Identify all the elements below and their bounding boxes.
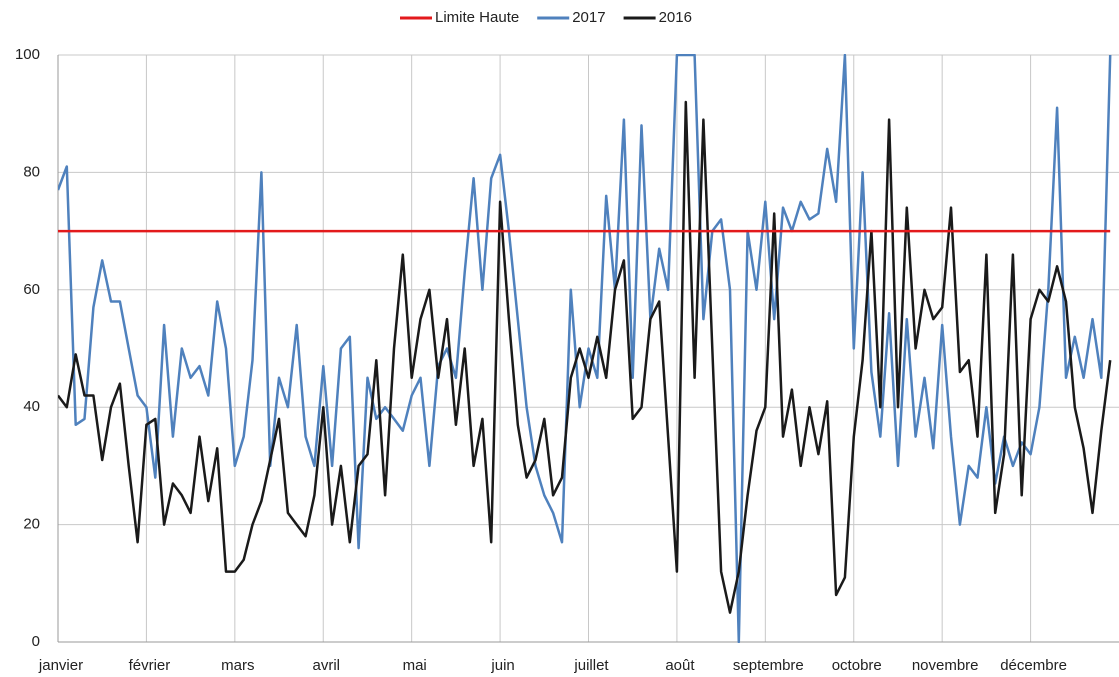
x-tick-label: octobre xyxy=(832,657,882,674)
x-tick-label: février xyxy=(129,657,171,674)
x-tick-label: avril xyxy=(312,657,340,674)
x-tick-label: janvier xyxy=(38,657,83,674)
x-tick-label: juin xyxy=(490,657,514,674)
y-tick-label: 100 xyxy=(15,46,40,63)
plot-area xyxy=(58,54,1112,643)
x-tick-label: juillet xyxy=(573,657,609,674)
y-tick-label: 0 xyxy=(32,633,40,650)
x-tick-label: novembre xyxy=(912,657,979,674)
x-tick-label: décembre xyxy=(1000,657,1067,674)
y-tick-label: 20 xyxy=(23,516,40,533)
x-tick-label: mars xyxy=(221,657,254,674)
legend-label: 2016 xyxy=(659,9,692,26)
y-tick-label: 60 xyxy=(23,281,40,298)
legend-label: 2017 xyxy=(572,9,605,26)
x-tick-label: septembre xyxy=(733,657,804,674)
series-line xyxy=(58,54,1112,643)
series-line xyxy=(58,100,1112,614)
x-tick-label: août xyxy=(665,657,695,674)
y-tick-label: 40 xyxy=(23,398,40,415)
legend-label: Limite Haute xyxy=(435,9,519,26)
x-tick-label: mai xyxy=(403,657,427,674)
y-tick-label: 80 xyxy=(23,163,40,180)
